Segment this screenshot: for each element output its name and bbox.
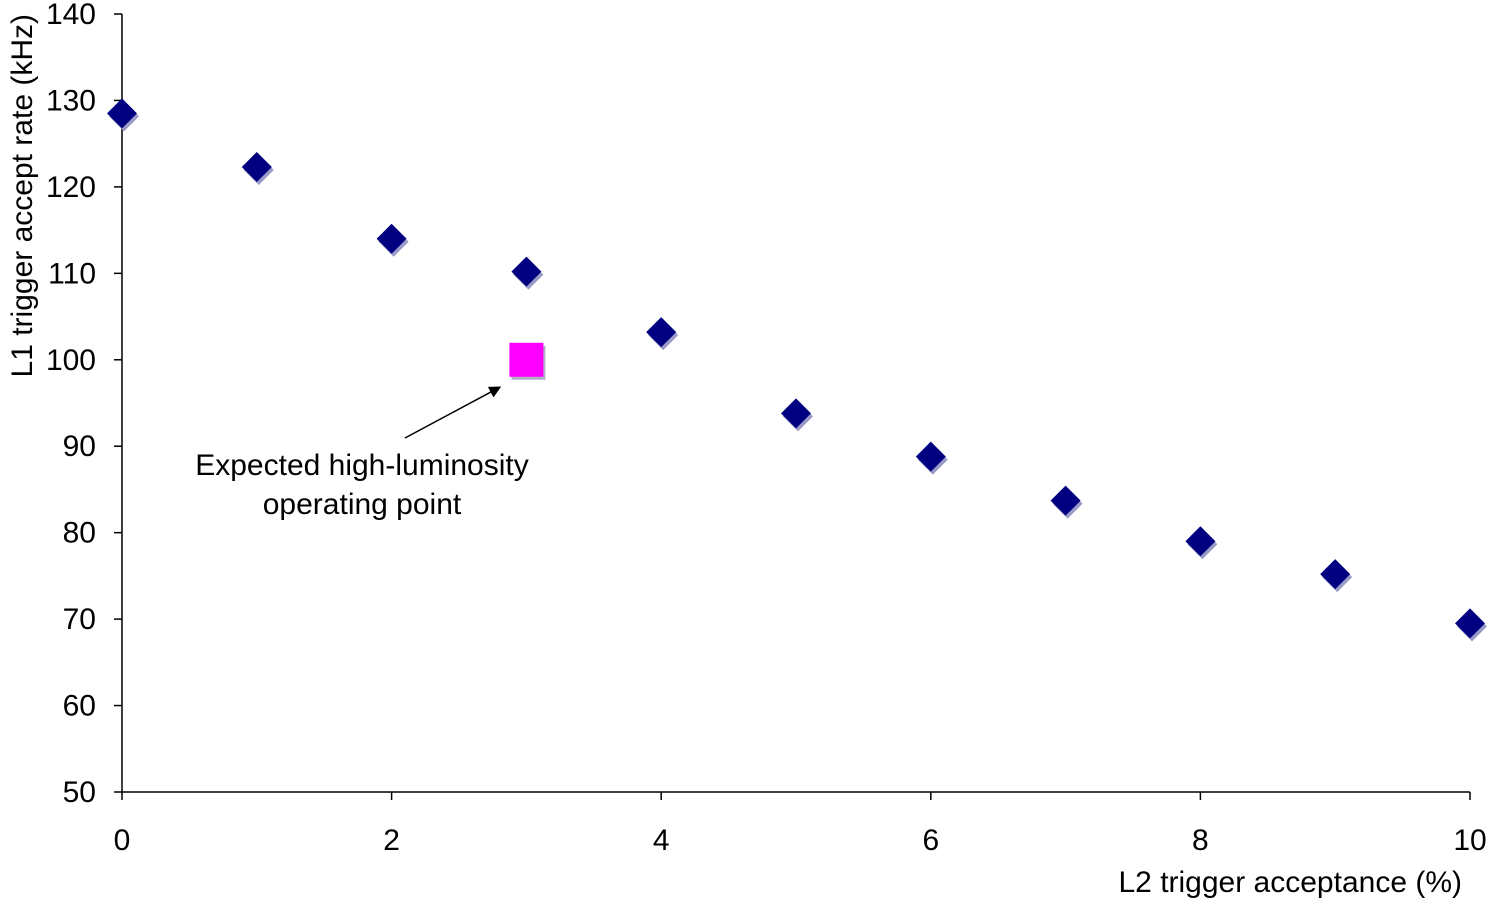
diamond-point — [376, 223, 407, 254]
diamond-point — [646, 317, 677, 348]
y-tick-label: 70 — [63, 603, 96, 636]
diamond-point — [915, 441, 946, 472]
y-tick-label: 50 — [63, 776, 96, 809]
diamond-point — [1455, 608, 1485, 639]
x-tick-label: 0 — [114, 824, 131, 857]
diamond-point — [1320, 559, 1351, 590]
y-tick-label: 140 — [46, 0, 96, 31]
y-tick-label: 130 — [46, 84, 96, 117]
x-tick-label: 10 — [1453, 824, 1486, 857]
y-tick-label: 60 — [63, 690, 96, 723]
square-point — [509, 342, 544, 377]
data-points — [107, 98, 1487, 642]
y-tick-label: 100 — [46, 344, 96, 377]
diamond-point — [511, 256, 542, 287]
y-tick-label: 80 — [63, 517, 96, 550]
x-tick-label: 2 — [383, 824, 400, 857]
diamond-point — [781, 398, 811, 429]
diamond-point — [1185, 526, 1216, 557]
y-axis-title: L1 trigger accept rate (kHz) — [6, 14, 39, 377]
axes — [121, 14, 1470, 793]
diamond-point — [241, 152, 272, 183]
annotation-arrow — [404, 386, 502, 439]
diamond-point — [107, 98, 137, 129]
x-ticks: 0 2 4 6 8 10 — [114, 792, 1487, 857]
x-tick-label: 6 — [922, 824, 939, 857]
x-axis-title: L2 trigger acceptance (%) — [1118, 866, 1462, 899]
y-tick-label: 120 — [46, 171, 96, 204]
y-ticks: 50 60 70 80 90 100 110 120 130 140 — [46, 0, 122, 809]
x-tick-label: 4 — [653, 824, 670, 857]
y-tick-label: 110 — [48, 257, 96, 290]
diamond-point — [1050, 485, 1081, 516]
x-tick-label: 8 — [1192, 824, 1209, 857]
y-tick-label: 90 — [63, 430, 96, 463]
annotation: Expected high-luminosity operating point — [195, 386, 529, 521]
annotation-text-line-2: operating point — [263, 488, 462, 521]
annotation-text-line-1: Expected high-luminosity — [195, 449, 529, 482]
